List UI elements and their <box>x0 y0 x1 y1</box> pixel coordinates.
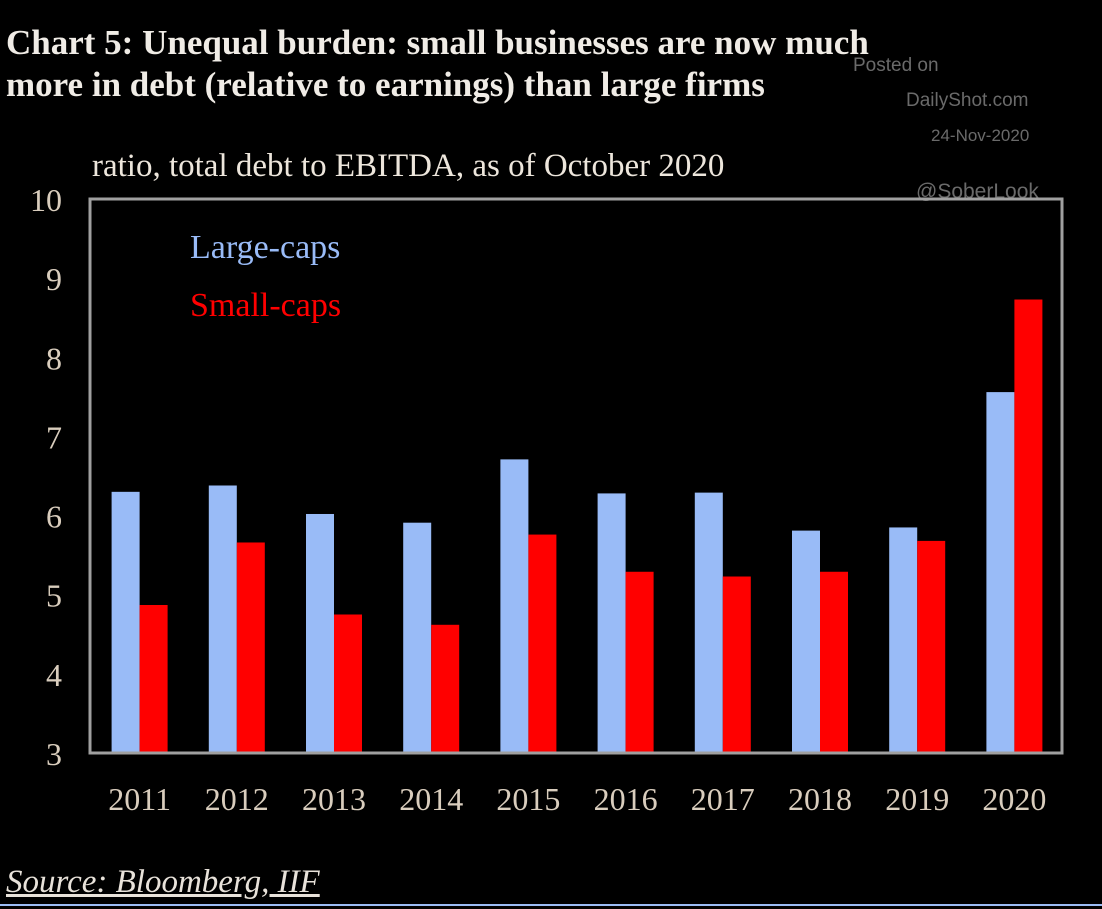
bar-large-caps-2018 <box>792 530 820 753</box>
x-tick-label: 2012 <box>205 781 269 817</box>
bar-small-caps-2012 <box>236 542 265 753</box>
x-tick-label: 2018 <box>788 781 852 817</box>
bar-large-caps-2011 <box>111 491 140 753</box>
watermark-site: DailyShot.com <box>906 90 1029 111</box>
bar-large-caps-2013 <box>306 513 334 753</box>
legend-large-caps: Large-caps <box>190 229 340 266</box>
x-tick-label: 2020 <box>982 781 1046 817</box>
bar-small-caps-2013 <box>334 614 362 753</box>
bar-large-caps-2015 <box>500 459 529 753</box>
chart-title: Chart 5: Unequal burden: small businesse… <box>6 22 1102 106</box>
y-tick-label: 4 <box>46 657 62 693</box>
y-tick-label: 7 <box>46 419 62 455</box>
bar-large-caps-2017 <box>694 492 723 753</box>
source-note: Source: Bloomberg, IIF <box>6 864 320 900</box>
bar-small-caps-2011 <box>139 605 168 753</box>
x-tick-label: 2017 <box>691 781 755 817</box>
x-tick-label: 2016 <box>594 781 658 817</box>
y-tick-label: 9 <box>46 261 62 297</box>
bar-small-caps-2016 <box>625 571 654 753</box>
bar-large-caps-2019 <box>889 527 918 753</box>
x-tick-label: 2011 <box>108 781 171 817</box>
y-tick-label: 3 <box>46 736 62 772</box>
y-tick-label: 5 <box>46 578 62 614</box>
legend-small-caps: Small-caps <box>190 287 341 324</box>
bar-small-caps-2015 <box>528 534 557 753</box>
bar-large-caps-2020 <box>986 392 1015 753</box>
x-tick-label: 2014 <box>399 781 463 817</box>
plot-frame <box>88 197 1064 755</box>
bar-small-caps-2020 <box>1014 299 1043 753</box>
x-tick-label: 2013 <box>302 781 366 817</box>
title-line-1: Chart 5: Unequal burden: small businesse… <box>6 23 869 62</box>
watermark-posted-on: Posted on <box>853 55 939 76</box>
chart-subtitle: ratio, total debt to EBITDA, as of Octob… <box>92 148 725 184</box>
y-tick-label: 10 <box>30 182 62 218</box>
bar-large-caps-2012 <box>208 485 237 753</box>
watermark-date: 24-Nov-2020 <box>931 126 1030 145</box>
watermark-handle: @SoberLook <box>916 180 1039 203</box>
bar-small-caps-2019 <box>917 540 946 753</box>
bar-small-caps-2018 <box>820 571 848 753</box>
x-tick-label: 2019 <box>885 781 949 817</box>
x-tick-label: 2015 <box>496 781 560 817</box>
bar-small-caps-2017 <box>722 576 751 753</box>
bar-small-caps-2014 <box>431 624 460 753</box>
bottom-rule <box>0 904 1102 906</box>
title-line-2: more in debt (relative to earnings) than… <box>6 65 765 104</box>
bar-large-caps-2014 <box>403 522 432 753</box>
y-tick-label: 8 <box>46 340 62 376</box>
y-tick-label: 6 <box>46 499 62 535</box>
bar-large-caps-2016 <box>597 493 626 753</box>
